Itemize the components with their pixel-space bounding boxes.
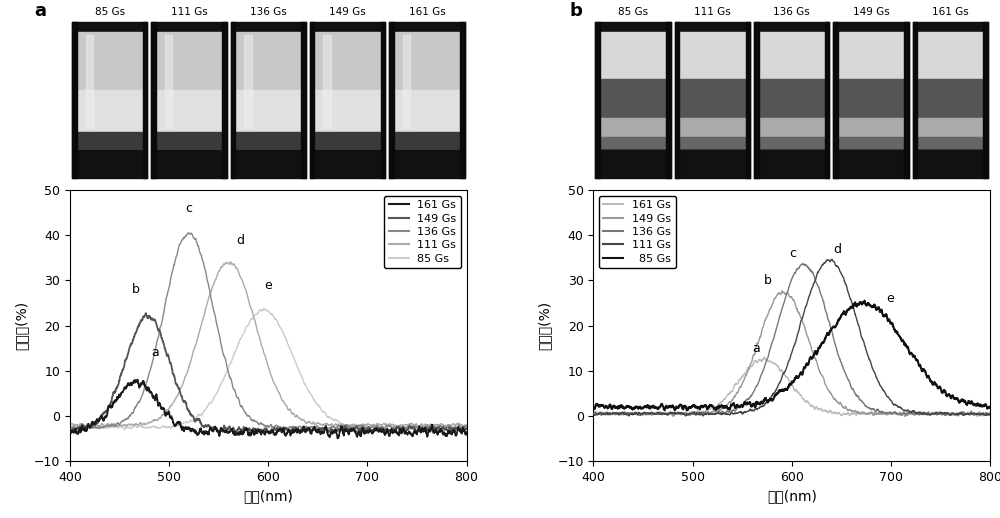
Text: a: a (752, 342, 760, 355)
Text: 161 Gs: 161 Gs (409, 7, 445, 17)
Text: 161 Gs: 161 Gs (932, 7, 969, 17)
Text: 136 Gs: 136 Gs (250, 7, 287, 17)
Y-axis label: 反射率(%): 反射率(%) (14, 301, 28, 350)
Text: c: c (790, 247, 797, 260)
Text: b: b (764, 274, 772, 287)
Text: e: e (886, 292, 894, 305)
Text: c: c (185, 202, 192, 215)
Text: 85 Gs: 85 Gs (618, 7, 648, 17)
Legend: 161 Gs, 149 Gs, 136 Gs, 111 Gs,   85 Gs: 161 Gs, 149 Gs, 136 Gs, 111 Gs, 85 Gs (599, 196, 676, 268)
Text: 111 Gs: 111 Gs (171, 7, 207, 17)
Text: b: b (131, 283, 139, 296)
Y-axis label: 反射率(%): 反射率(%) (538, 301, 552, 350)
Text: a: a (151, 347, 159, 359)
Text: e: e (264, 279, 272, 292)
Text: d: d (237, 234, 245, 247)
Text: a: a (34, 2, 46, 20)
Text: 149 Gs: 149 Gs (853, 7, 889, 17)
Text: 111 Gs: 111 Gs (694, 7, 731, 17)
Legend: 161 Gs, 149 Gs, 136 Gs, 111 Gs, 85 Gs: 161 Gs, 149 Gs, 136 Gs, 111 Gs, 85 Gs (384, 196, 461, 268)
Text: 136 Gs: 136 Gs (773, 7, 810, 17)
Text: 149 Gs: 149 Gs (329, 7, 366, 17)
Text: d: d (833, 242, 841, 256)
X-axis label: 波长(nm): 波长(nm) (243, 490, 293, 503)
Text: b: b (570, 2, 583, 20)
Text: 85 Gs: 85 Gs (95, 7, 125, 17)
X-axis label: 波长(nm): 波长(nm) (767, 490, 817, 503)
